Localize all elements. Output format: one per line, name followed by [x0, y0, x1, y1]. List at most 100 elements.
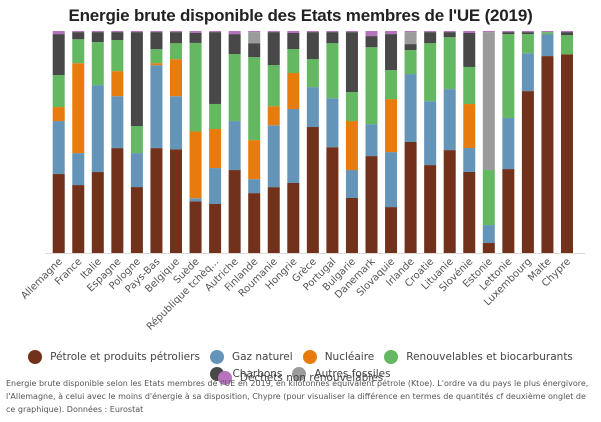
- bar-segment-espagne-s0[interactable]: [111, 148, 124, 253]
- bar-segment-su-de-s4[interactable]: [189, 32, 202, 43]
- bar-segment-gr-ce-s3[interactable]: [306, 59, 319, 88]
- bar-segment-croatie-s1[interactable]: [424, 101, 437, 166]
- bar-segment-lettonie-s3[interactable]: [502, 34, 515, 119]
- bar-segment-slov-nie-s1[interactable]: [463, 147, 476, 172]
- bar-segment-lettonie-s4[interactable]: [502, 32, 515, 35]
- bar-segment-portugal-s4[interactable]: [326, 32, 339, 44]
- bar-segment-autriche-s4[interactable]: [228, 34, 241, 55]
- bar-segment-portugal-s3[interactable]: [326, 43, 339, 99]
- bar-segment-france-s3[interactable]: [72, 39, 85, 64]
- bar-segment-lettonie-s1[interactable]: [502, 118, 515, 170]
- bar-segment-bulgarie-s1[interactable]: [345, 170, 358, 198]
- bar-segment-r-publique-tch-q--s6[interactable]: [209, 31, 222, 33]
- bar-segment-italie-s0[interactable]: [91, 172, 104, 253]
- bar-segment-finlande-s4[interactable]: [248, 43, 261, 58]
- bar-segment-r-publique-tch-q--s2[interactable]: [209, 129, 222, 169]
- bar-segment-belgique-s1[interactable]: [170, 96, 182, 150]
- bar-segment-irlande-s3[interactable]: [404, 50, 417, 75]
- bar-segment-allemagne-s3[interactable]: [52, 75, 65, 108]
- bar-segment-luxembourg-s6[interactable]: [521, 31, 534, 33]
- bar-segment-slov-nie-s3[interactable]: [463, 66, 476, 105]
- bar-segment-autriche-s6[interactable]: [228, 31, 241, 35]
- bar-segment-estonie-s6[interactable]: [482, 31, 495, 33]
- bar-segment-pays-bas-s3[interactable]: [150, 49, 163, 64]
- bar-segment-pays-bas-s1[interactable]: [150, 65, 163, 149]
- bar-segment-espagne-s1[interactable]: [111, 96, 124, 149]
- bar-segment-irlande-s4[interactable]: [404, 44, 417, 51]
- bar-segment-lituanie-s3[interactable]: [443, 37, 456, 90]
- bar-segment-chypre-s4[interactable]: [561, 32, 573, 36]
- bar-segment-pologne-s3[interactable]: [130, 126, 143, 154]
- bar-segment-lettonie-s0[interactable]: [502, 169, 515, 253]
- bar-segment-slov-nie-s2[interactable]: [463, 104, 476, 148]
- bar-segment-france-s1[interactable]: [72, 153, 85, 186]
- bar-segment-portugal-s6[interactable]: [326, 31, 339, 33]
- bar-segment-gr-ce-s4[interactable]: [306, 32, 319, 60]
- bar-segment-luxembourg-s3[interactable]: [521, 34, 534, 54]
- bar-segment-espagne-s2[interactable]: [111, 71, 124, 97]
- bar-segment-r-publique-tch-q--s3[interactable]: [209, 103, 222, 130]
- bar-segment-france-s6[interactable]: [72, 31, 85, 33]
- bar-segment-su-de-s2[interactable]: [189, 131, 202, 199]
- bar-segment-belgique-s0[interactable]: [170, 149, 182, 253]
- bar-segment-italie-s6[interactable]: [91, 31, 104, 33]
- bar-segment-r-publique-tch-q--s1[interactable]: [209, 168, 222, 204]
- legend-item[interactable]: Nucléaire: [302, 350, 374, 364]
- bar-segment-france-s4[interactable]: [72, 32, 85, 40]
- bar-segment-espagne-s6[interactable]: [111, 31, 124, 33]
- bar-segment-croatie-s3[interactable]: [424, 43, 437, 102]
- bar-segment-slovaquie-s4[interactable]: [385, 34, 398, 71]
- bar-segment-r-publique-tch-q--s0[interactable]: [209, 203, 222, 253]
- bar-segment-slov-nie-s0[interactable]: [463, 171, 476, 253]
- bar-segment-lituanie-s6[interactable]: [443, 31, 456, 33]
- bar-segment-espagne-s4[interactable]: [111, 32, 124, 41]
- bar-segment-belgique-s6[interactable]: [170, 31, 182, 33]
- bar-segment-hongrie-s0[interactable]: [287, 183, 300, 253]
- bar-segment-roumanie-s2[interactable]: [267, 106, 280, 126]
- bar-segment-allemagne-s2[interactable]: [52, 107, 65, 122]
- bar-segment-roumanie-s1[interactable]: [267, 125, 280, 188]
- bar-segment-pologne-s4[interactable]: [130, 32, 143, 127]
- bar-segment-roumanie-s3[interactable]: [267, 65, 280, 107]
- bar-segment-croatie-s0[interactable]: [424, 165, 437, 253]
- bar-segment-bulgarie-s0[interactable]: [345, 198, 358, 253]
- bar-segment-su-de-s1[interactable]: [189, 198, 202, 202]
- bar-segment-r-publique-tch-q--s4[interactable]: [209, 32, 222, 104]
- bar-segment-belgique-s3[interactable]: [170, 43, 182, 60]
- bar-segment-bulgarie-s6[interactable]: [345, 31, 358, 33]
- bar-segment-pologne-s1[interactable]: [130, 153, 143, 188]
- bar-segment-slov-nie-s4[interactable]: [463, 33, 476, 67]
- bar-segment-autriche-s0[interactable]: [228, 170, 241, 253]
- legend-item[interactable]: Gaz naturel: [209, 350, 293, 364]
- bar-segment-autriche-s1[interactable]: [228, 121, 241, 171]
- legend-item[interactable]: Renouvelables et biocarburants: [384, 350, 573, 364]
- bar-segment-malte-s0[interactable]: [541, 56, 554, 254]
- bar-segment-roumanie-s4[interactable]: [267, 32, 280, 66]
- bar-segment-finlande-s0[interactable]: [248, 193, 261, 253]
- bar-segment-hongrie-s4[interactable]: [287, 33, 300, 49]
- bar-segment-irlande-s0[interactable]: [404, 142, 417, 253]
- bar-segment-roumanie-s0[interactable]: [267, 187, 280, 253]
- bar-segment-danemark-s1[interactable]: [365, 124, 378, 157]
- bar-segment-espagne-s3[interactable]: [111, 40, 124, 72]
- bar-segment-hongrie-s2[interactable]: [287, 73, 300, 109]
- bar-segment-pays-bas-s6[interactable]: [150, 31, 163, 33]
- bar-segment-chypre-s6[interactable]: [561, 31, 573, 33]
- bar-segment-pologne-s0[interactable]: [130, 187, 143, 253]
- bar-segment-pays-bas-s4[interactable]: [150, 32, 163, 50]
- bar-segment-bulgarie-s4[interactable]: [345, 32, 358, 92]
- bar-segment-irlande-s1[interactable]: [404, 74, 417, 142]
- bar-segment-danemark-s3[interactable]: [365, 47, 378, 125]
- bar-segment-lituanie-s4[interactable]: [443, 32, 456, 38]
- bar-segment-su-de-s3[interactable]: [189, 42, 202, 132]
- bar-segment-slovaquie-s2[interactable]: [385, 99, 398, 153]
- legend-item[interactable]: Autres fossiles: [292, 367, 391, 381]
- bar-segment-gr-ce-s1[interactable]: [306, 87, 319, 128]
- bar-segment-hongrie-s1[interactable]: [287, 109, 300, 183]
- bar-segment-italie-s3[interactable]: [91, 42, 104, 86]
- bar-segment-pays-bas-s2[interactable]: [150, 63, 163, 66]
- bar-segment-finlande-s1[interactable]: [248, 179, 261, 194]
- bar-segment-pologne-s6[interactable]: [130, 31, 143, 33]
- bar-segment-hongrie-s3[interactable]: [287, 49, 300, 73]
- bar-segment-italie-s4[interactable]: [91, 32, 104, 43]
